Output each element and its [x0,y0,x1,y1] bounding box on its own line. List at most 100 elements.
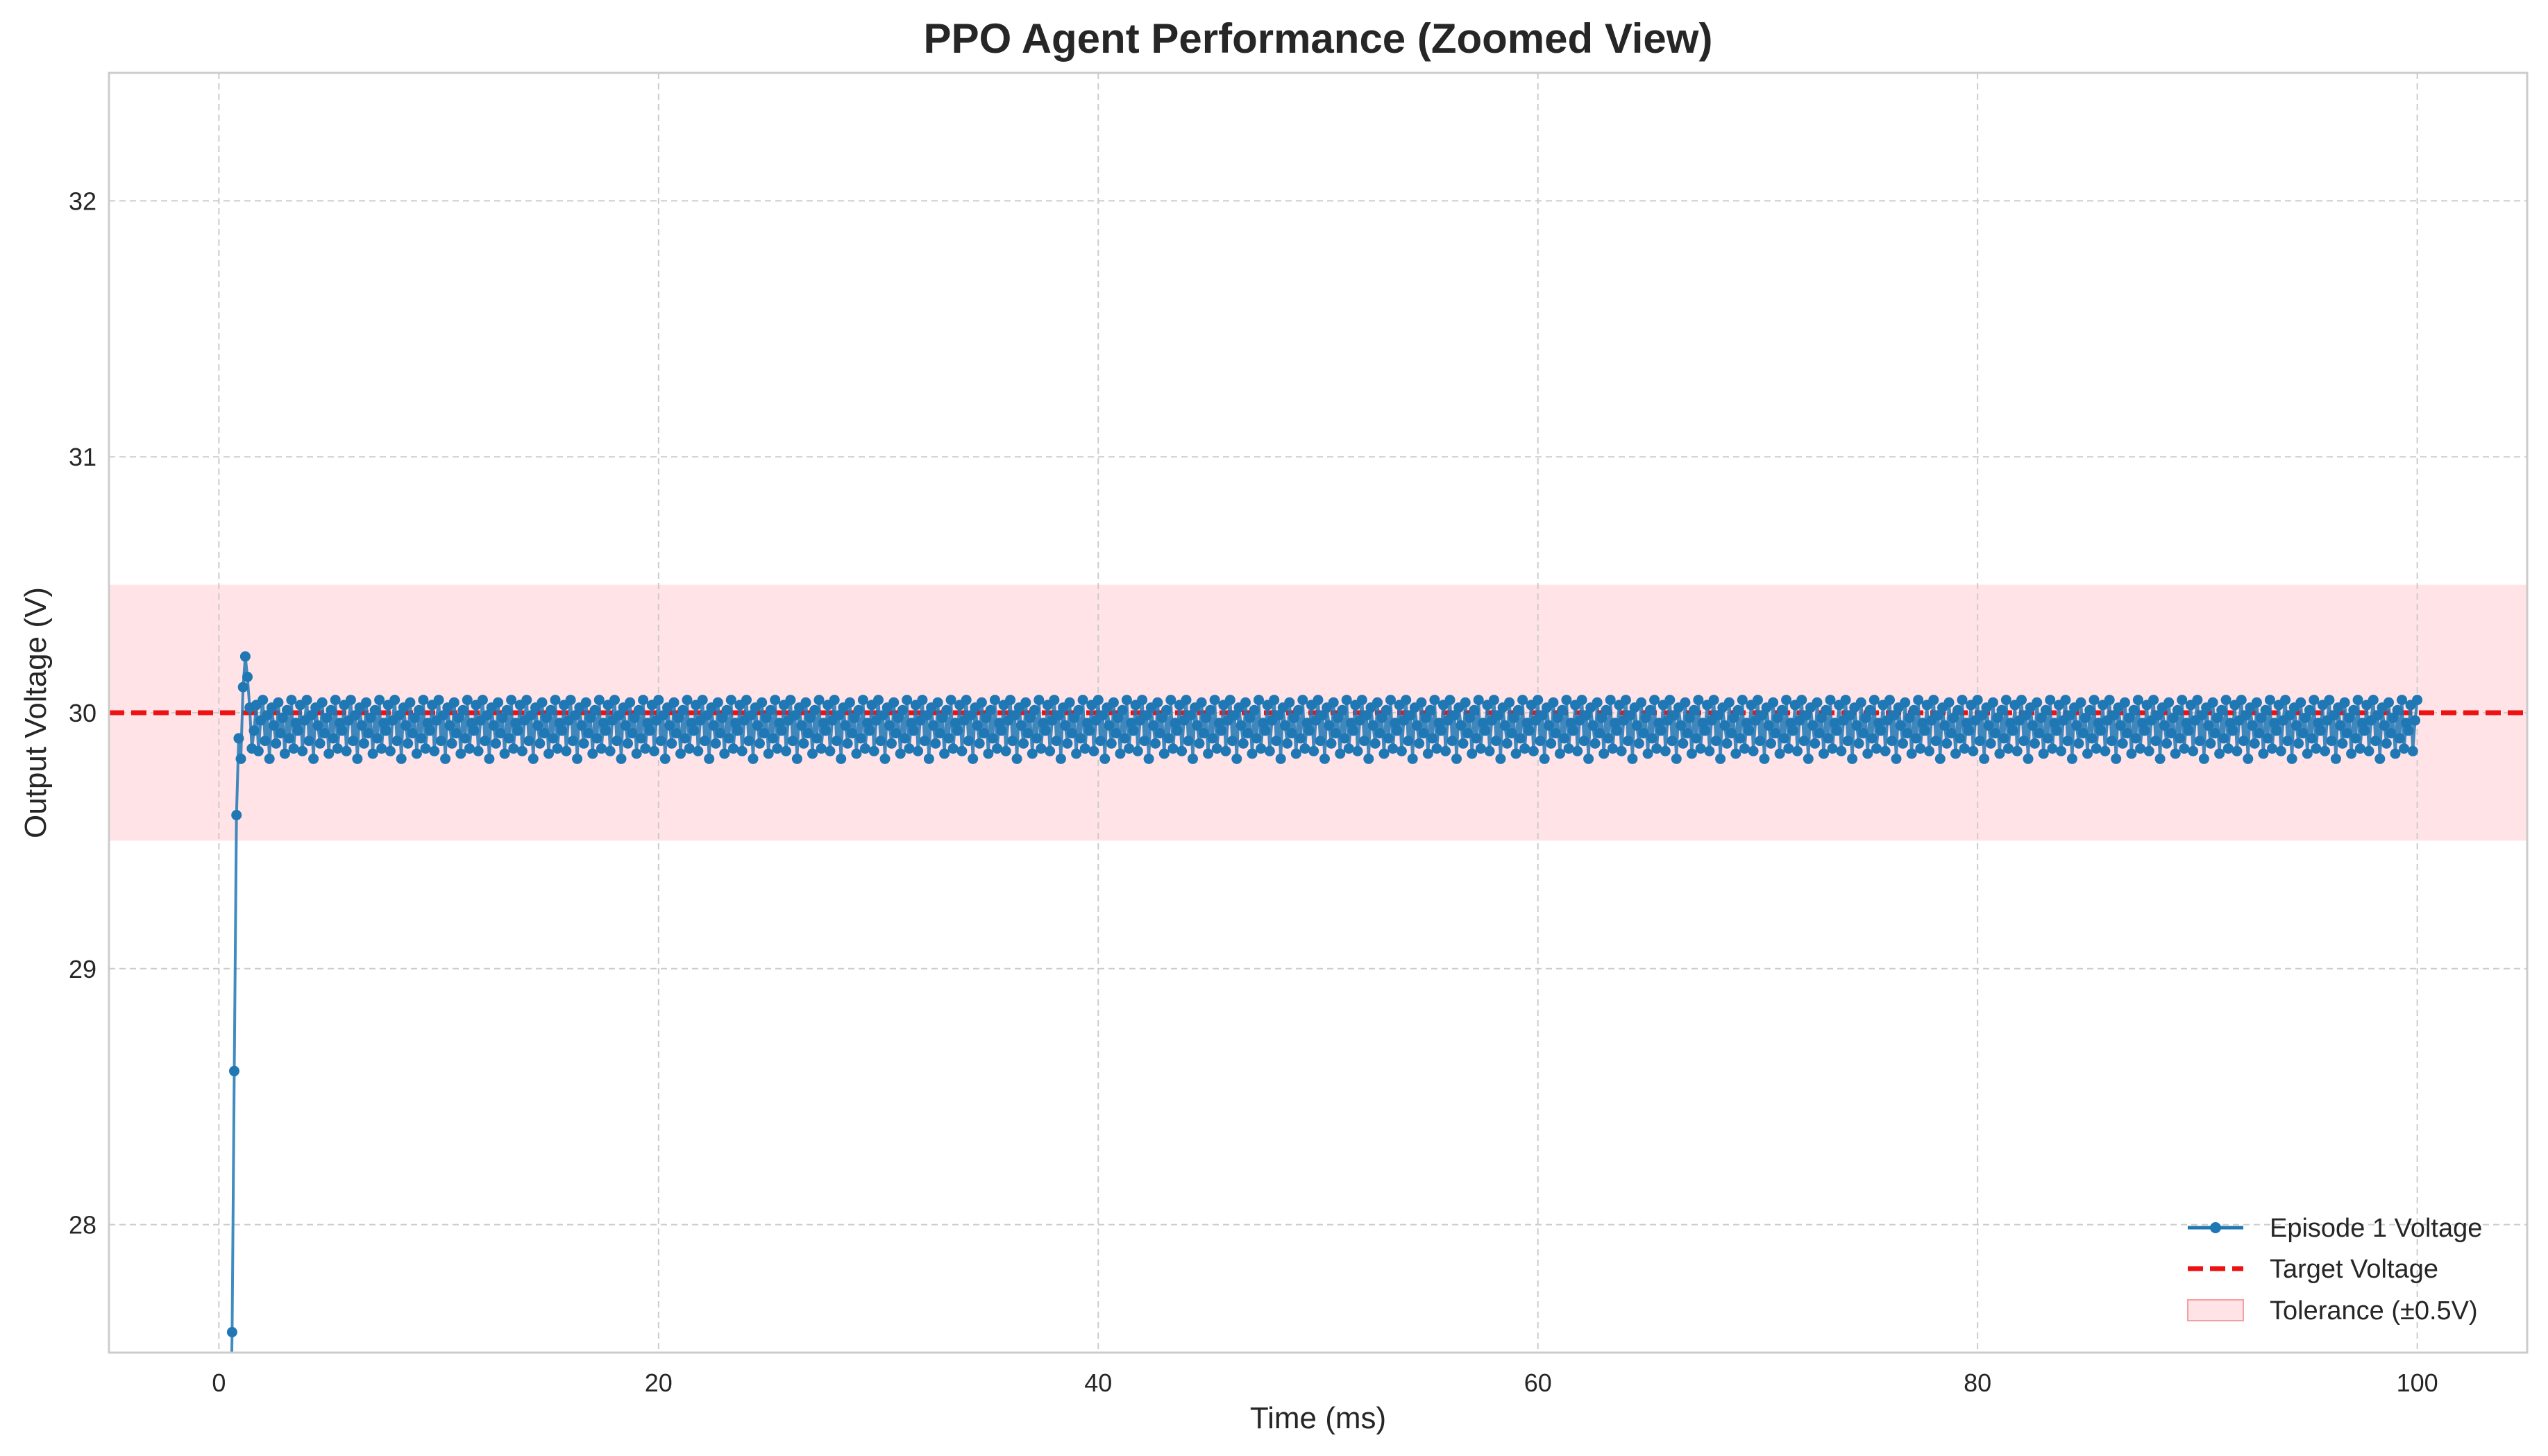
voltage-point [956,745,968,756]
voltage-point [748,753,759,764]
voltage-point [2038,748,2049,759]
voltage-point [1900,697,1911,708]
voltage-point [1264,745,1275,756]
voltage-point [585,712,596,723]
voltage-point [1712,710,1723,721]
voltage-point [1836,745,1847,756]
voltage-point [1060,720,1071,731]
voltage-point [242,671,253,682]
voltage-point [477,695,488,706]
x-tick-label: 0 [212,1369,226,1397]
voltage-point [1506,728,1517,738]
voltage-point [631,748,642,759]
voltage-point [275,728,286,738]
voltage-point [2260,704,2271,716]
voltage-point [1946,728,1957,738]
voltage-point [2007,725,2018,736]
voltage-point [689,725,699,736]
voltage-point [589,704,600,716]
voltage-point [1676,720,1687,731]
voltage-point [2267,743,2278,754]
voltage-point [1580,710,1592,721]
voltage-point [743,736,754,747]
voltage-point [1932,710,1943,721]
voltage-point [728,743,739,754]
voltage-point [633,704,644,716]
voltage-point [1891,753,1902,764]
voltage-point [2109,710,2120,721]
voltage-point [2159,720,2170,731]
voltage-point [277,712,288,723]
voltage-point [2126,748,2137,759]
voltage-point [1998,733,2009,744]
voltage-point [836,753,847,764]
voltage-point [725,695,736,706]
voltage-point [484,753,495,764]
voltage-point [1260,725,1271,736]
voltage-point [1781,695,1792,706]
voltage-point [908,725,919,736]
voltage-point [1544,720,1555,731]
voltage-point [2047,743,2058,754]
voltage-point [895,748,906,759]
voltage-point [1895,720,1906,731]
voltage-point [2117,738,2128,749]
voltage-point [1480,725,1491,736]
voltage-point [2300,712,2311,723]
voltage-point [2286,753,2297,764]
voltage-point [900,733,911,744]
voltage-point [1139,736,1150,747]
voltage-point [976,697,987,708]
x-tick-label: 100 [2397,1369,2438,1397]
voltage-point [2020,710,2032,721]
voltage-point [2399,743,2410,754]
voltage-point [508,743,519,754]
voltage-point [1414,738,1425,749]
voltage-point [1194,738,1205,749]
voltage-point [1860,712,1871,723]
y-tick-label: 32 [69,187,96,215]
voltage-point [1343,743,1354,754]
voltage-point [231,810,242,820]
voltage-point [673,712,684,723]
voltage-point [1396,745,1407,756]
voltage-point [1567,725,1578,736]
voltage-point [640,743,651,754]
voltage-point [1201,712,1211,723]
voltage-point [493,697,504,708]
voltage-point [1341,695,1352,706]
voltage-point [1825,695,1836,706]
voltage-point [1528,745,1539,756]
voltage-point [330,695,341,706]
voltage-point [1209,695,1220,706]
voltage-point [587,748,598,759]
voltage-point [462,695,473,706]
voltage-point [721,704,732,716]
voltage-point [1167,743,1179,754]
voltage-point [961,695,972,706]
voltage-point [580,697,591,708]
voltage-point [1930,736,1941,747]
voltage-point [1429,695,1440,706]
voltage-point [1359,736,1369,747]
voltage-point [1915,743,1926,754]
voltage-point [2284,710,2295,721]
voltage-point [684,743,695,754]
voltage-point [1816,712,1827,723]
voltage-point [844,697,855,708]
voltage-point [1871,743,1882,754]
voltage-point [501,704,512,716]
voltage-point [2168,712,2179,723]
voltage-point [1732,704,1744,716]
voltage-point [1484,745,1495,756]
voltage-point [2148,695,2159,706]
voltage-point [1919,725,1930,736]
voltage-point [1198,728,1209,738]
voltage-point [804,712,816,723]
voltage-point [1495,753,1506,764]
voltage-point [2161,738,2172,749]
voltage-point [2363,745,2374,756]
voltage-point [1269,695,1280,706]
voltage-point [1062,738,1073,749]
voltage-point [2388,712,2399,723]
